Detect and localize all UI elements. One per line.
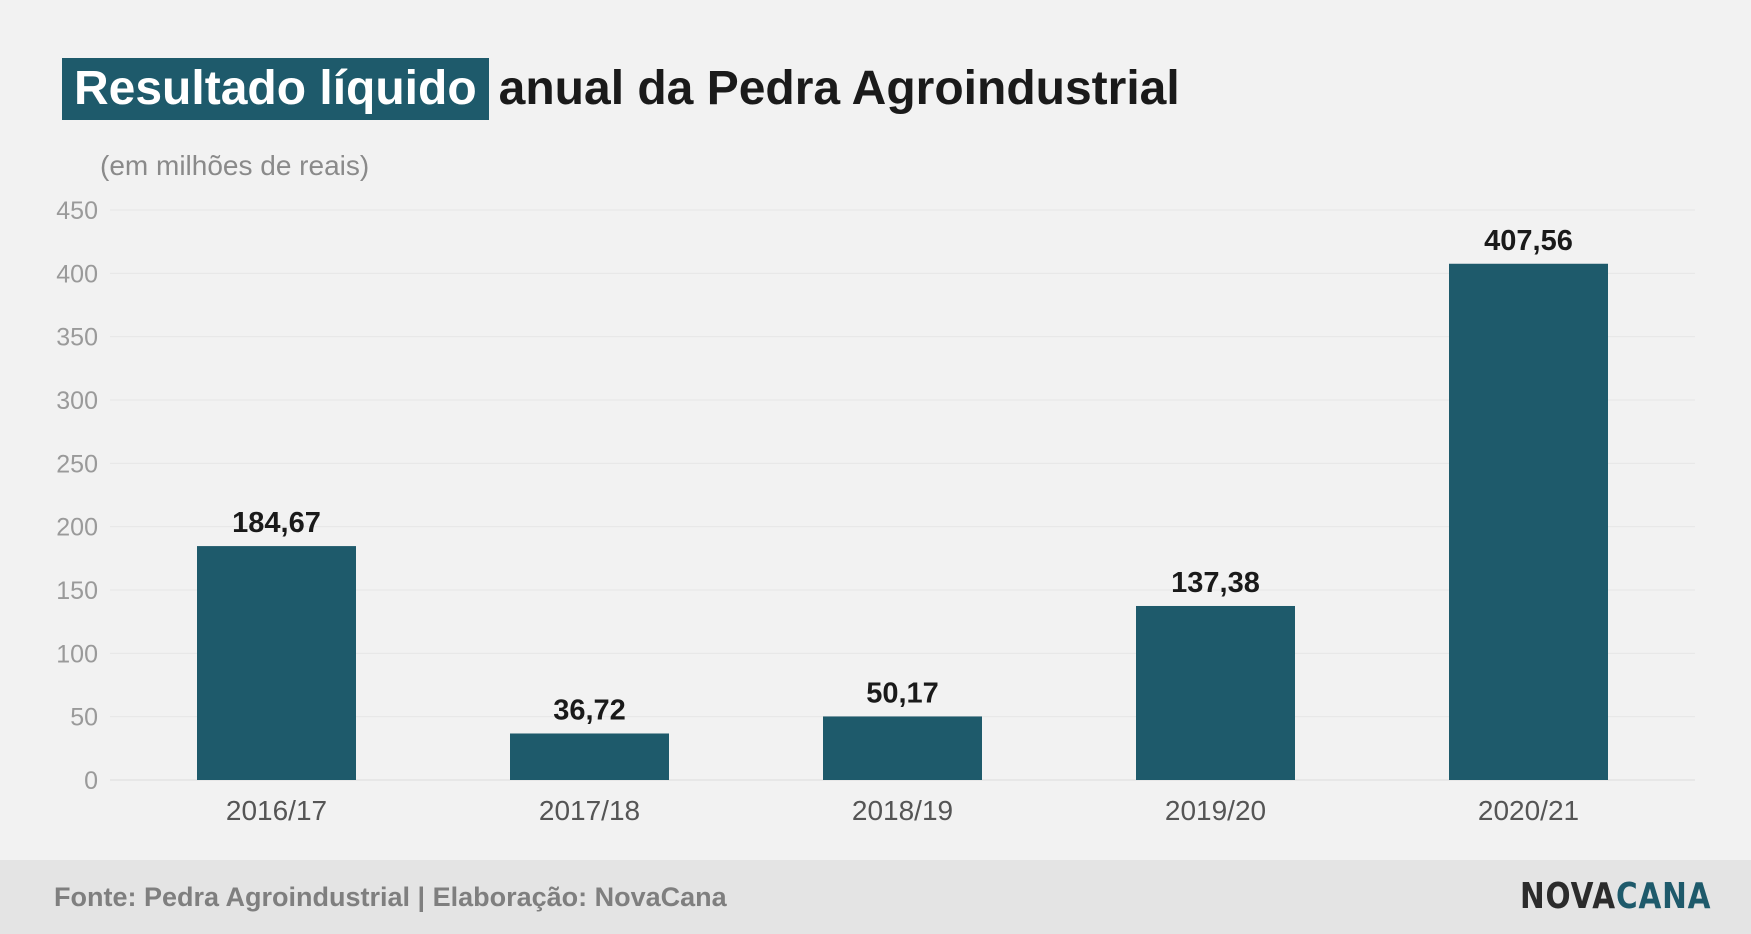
y-tick-label: 350 [56,324,98,352]
bar [823,716,982,780]
x-tick-label: 2017/18 [539,795,640,826]
y-tick-label: 150 [56,577,98,605]
unit-label: (em milhões de reais) [100,150,370,181]
bar [197,546,356,780]
bar [1136,605,1295,780]
source-credit: Fonte: Pedra Agroindustrial | Elaboração… [54,882,727,912]
data-label: 407,56 [1484,225,1573,257]
y-tick-label: 450 [56,197,98,225]
footer: Fonte: Pedra Agroindustrial | Elaboração… [0,860,1751,934]
x-tick-label: 2020/21 [1478,795,1579,826]
y-tick-label: 200 [56,514,98,542]
y-tick-label: 250 [56,450,98,478]
y-tick-label: 50 [70,704,98,732]
bar [510,733,669,780]
title-highlight: Resultado líquido [62,58,489,120]
y-tick-label: 0 [84,767,98,795]
data-label: 36,72 [553,694,626,726]
novacana-logo: NOVACANA [1520,876,1711,917]
x-tick-label: 2019/20 [1165,795,1266,826]
title-rest: anual da Pedra Agroindustrial [498,62,1180,115]
bar [1449,263,1608,780]
data-label: 137,38 [1171,567,1260,599]
data-label: 184,67 [232,507,321,539]
x-tick-label: 2018/19 [852,795,953,826]
data-label: 50,17 [866,677,939,709]
y-tick-label: 300 [56,387,98,415]
logo-part-nova: NOVA [1519,876,1616,917]
bar-chart: 0 50 100 150 200 250 300 350 400 450 184,67 2016/17… [56,197,1695,826]
y-tick-label: 400 [56,260,98,288]
y-tick-label: 100 [56,640,98,668]
x-tick-label: 2016/17 [226,795,327,826]
chart-title: Resultado líquido anual da Pedra Agroind… [62,58,1180,120]
logo-part-cana: CANA [1615,876,1711,917]
